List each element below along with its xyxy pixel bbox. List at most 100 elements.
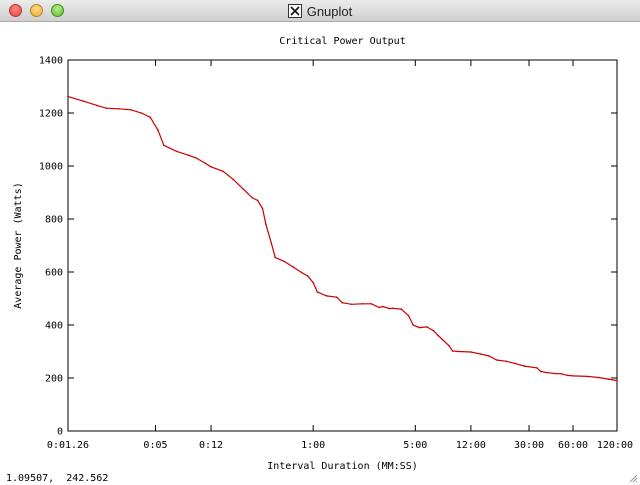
data-point: [441, 338, 444, 341]
x-tick-label: 0:12: [199, 440, 223, 451]
data-point: [105, 107, 107, 109]
data-point: [222, 170, 224, 173]
data-point: [149, 116, 151, 118]
data-point: [336, 296, 338, 299]
title-bar[interactable]: Gnuplot: [0, 0, 640, 22]
data-point: [370, 303, 373, 305]
y-tick-label: 1000: [39, 162, 63, 173]
y-tick-label: 200: [45, 374, 63, 385]
mouse-coordinates: 1.09507, 242.562: [6, 473, 109, 484]
data-point: [536, 367, 538, 369]
data-point: [458, 350, 461, 353]
close-button[interactable]: [9, 4, 22, 17]
x-tick-label: 60:00: [558, 440, 588, 451]
data-point: [407, 314, 410, 317]
data-point: [412, 324, 415, 326]
data-point: [479, 353, 482, 355]
data-point: [514, 362, 516, 365]
data-point: [163, 144, 165, 147]
y-tick-label: 0: [57, 427, 63, 438]
chart[interactable]: Critical Power Output 0 200 400 600 800 1000 12…: [0, 22, 640, 485]
data-point: [188, 154, 190, 157]
data-point: [448, 344, 450, 347]
plot-area[interactable]: Critical Power Output 0 200 400 600 800 1000 12…: [0, 22, 640, 485]
data-point: [292, 266, 295, 268]
data-point: [242, 188, 245, 191]
data-point: [130, 109, 132, 111]
data-point: [523, 365, 526, 367]
y-tick-label: 1200: [39, 109, 63, 120]
plot-frame: [67, 59, 618, 432]
x-tick-label: 12:00: [456, 440, 486, 451]
zoom-button[interactable]: [51, 4, 64, 17]
data-point: [607, 378, 610, 380]
data-point: [566, 374, 569, 377]
data-point: [400, 308, 403, 310]
y-tick-label: 400: [45, 321, 63, 332]
data-point: [67, 95, 69, 98]
data-point: [195, 157, 197, 159]
data-point: [261, 207, 264, 210]
data-point: [306, 275, 309, 277]
data-point: [350, 303, 353, 306]
chart-title: Critical Power Output: [279, 36, 405, 47]
data-point: [256, 199, 259, 202]
data-point: [341, 301, 344, 304]
x11-icon: [287, 4, 302, 18]
data-point: [312, 281, 315, 284]
data-point: [96, 104, 99, 107]
minimize-button[interactable]: [30, 4, 43, 17]
data-point: [251, 197, 254, 199]
data-point: [361, 303, 364, 305]
y-tick-label: 800: [45, 215, 63, 226]
data-point: [597, 376, 600, 379]
data-point: [586, 375, 588, 378]
x-tick-label: 5:00: [403, 440, 427, 451]
data-point: [572, 375, 574, 377]
data-point: [539, 370, 542, 373]
data-point: [204, 162, 207, 165]
data-point: [437, 334, 440, 337]
data-point: [283, 260, 286, 263]
data-point: [117, 108, 120, 110]
data-point: [554, 372, 556, 375]
data-point: [140, 112, 143, 114]
x-tick-label: 1:00: [301, 440, 325, 451]
data-point: [391, 307, 394, 310]
x-tick-label: 30:00: [514, 440, 544, 451]
data-point: [505, 360, 508, 363]
data-point: [378, 306, 381, 309]
data-point: [210, 166, 212, 168]
data-point: [157, 129, 159, 131]
data-point: [382, 305, 384, 308]
x-tick-label: 120:00: [597, 440, 633, 451]
data-point: [325, 295, 328, 297]
data-point: [560, 373, 563, 375]
data-point: [300, 271, 303, 274]
data-point: [316, 291, 319, 293]
window-title: Gnuplot: [306, 3, 353, 19]
x-tick-label: 0:01.26: [47, 440, 89, 451]
data-point: [265, 223, 267, 226]
data-point: [426, 326, 428, 328]
y-tick-label: 600: [45, 268, 63, 279]
data-point: [546, 371, 549, 374]
title-group: Gnuplot: [0, 0, 640, 22]
x-axis-label: Interval Duration (MM:SS): [267, 461, 418, 472]
data-point: [270, 242, 273, 244]
data-point: [616, 379, 618, 382]
series-line-0: [67, 96, 618, 382]
data-point: [451, 350, 454, 352]
data-point: [274, 256, 277, 259]
resize-grip-icon[interactable]: [627, 472, 638, 483]
data-point: [176, 150, 178, 153]
data-point: [432, 330, 435, 332]
data-point: [488, 355, 490, 357]
data-point: [470, 351, 472, 353]
data-point: [232, 178, 234, 181]
y-axis-label: Average Power (Watts): [13, 182, 24, 308]
y-tick-label: 1400: [39, 56, 63, 67]
x-tick-label: 0:05: [143, 440, 167, 451]
data-point: [495, 359, 498, 361]
